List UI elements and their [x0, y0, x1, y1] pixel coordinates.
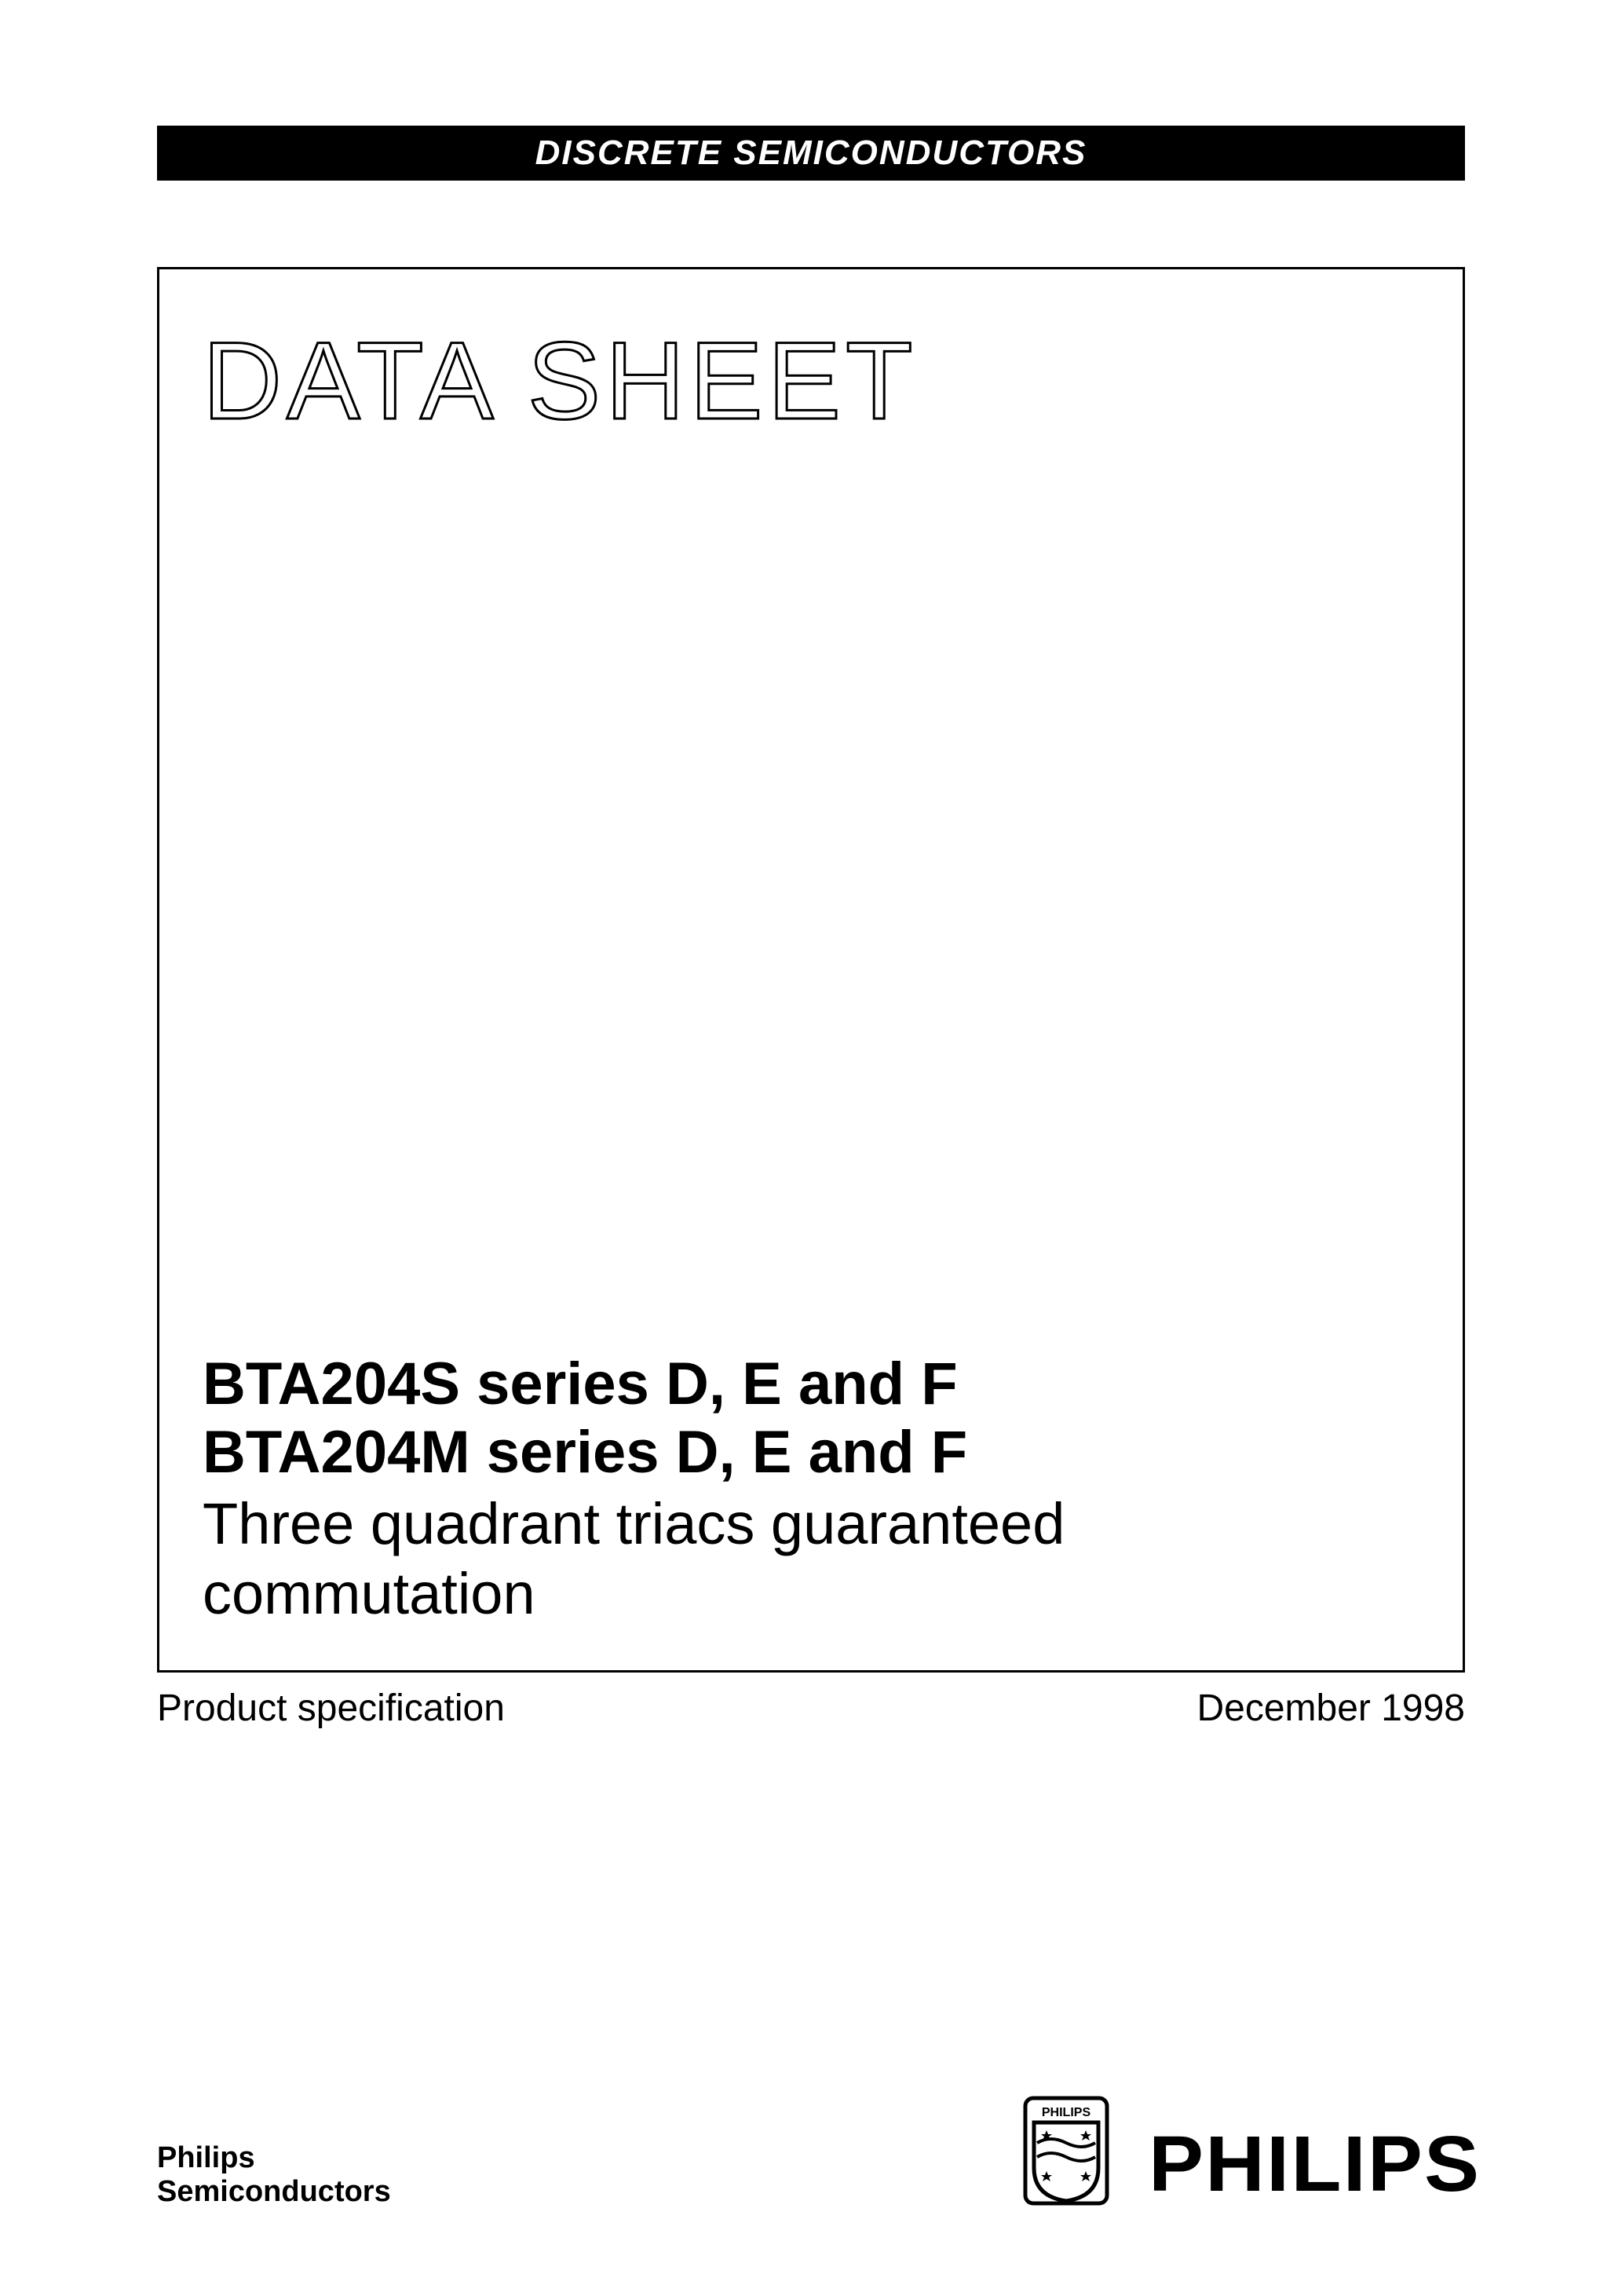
product-title-line1: BTA204S series D, E and F [203, 1350, 1419, 1418]
product-title-line2: BTA204M series D, E and F [203, 1418, 1419, 1486]
product-spec-label: Product specification [157, 1687, 505, 1730]
shield-label-text: PHILIPS [1042, 2106, 1091, 2119]
date-label: December 1998 [1196, 1687, 1465, 1730]
datasheet-title-svg: DATA SHEET [203, 320, 1223, 446]
page: DISCRETE SEMICONDUCTORS DATA SHEET BTA20… [0, 0, 1622, 2296]
footer: Philips Semiconductors PHILIPS [157, 2096, 1465, 2210]
footer-right: PHILIPS PHILIPS [1023, 2096, 1465, 2210]
footer-left-line2: Semiconductors [157, 2175, 391, 2210]
footer-left-line1: Philips [157, 2141, 391, 2176]
below-box-row: Product specification December 1998 [157, 1687, 1465, 1730]
product-block: BTA204S series D, E and F BTA204M series… [203, 1350, 1419, 1627]
philips-wordmark: PHILIPS [1149, 2119, 1481, 2210]
philips-shield-icon: PHILIPS [1023, 2096, 1109, 2210]
datasheet-title: DATA SHEET [203, 320, 1419, 446]
datasheet-box: DATA SHEET BTA204S series D, E and F BTA… [157, 267, 1465, 1673]
datasheet-title-text: DATA SHEET [203, 320, 918, 442]
product-subtitle-line1: Three quadrant triacs guaranteed [203, 1490, 1419, 1557]
header-category-band: DISCRETE SEMICONDUCTORS [157, 126, 1465, 181]
header-category-text: DISCRETE SEMICONDUCTORS [535, 133, 1087, 172]
product-subtitle-line2: commutation [203, 1560, 1419, 1627]
footer-left: Philips Semiconductors [157, 2141, 391, 2210]
